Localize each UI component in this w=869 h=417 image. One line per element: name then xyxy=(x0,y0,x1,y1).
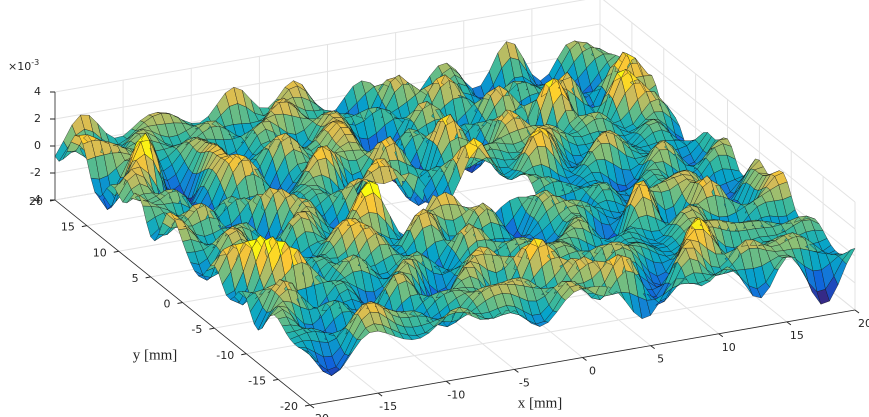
x-tick xyxy=(854,309,860,314)
grid-line xyxy=(602,0,856,203)
x-tick-label: 15 xyxy=(790,329,804,342)
grid-line xyxy=(278,283,824,380)
y-tick-label: 20 xyxy=(29,195,43,208)
x-tick-label: -20 xyxy=(311,412,329,417)
x-tick-label: 20 xyxy=(858,317,869,330)
y-tick xyxy=(81,225,87,228)
surface-patch xyxy=(842,248,856,265)
y-tick xyxy=(209,327,215,330)
x-tick-label: -5 xyxy=(519,376,530,389)
y-tick-label: 10 xyxy=(93,246,107,259)
y-axis-label: y [mm] xyxy=(133,347,178,363)
y-tick-label: 0 xyxy=(164,298,171,311)
x-tick xyxy=(786,321,792,326)
y-tick xyxy=(177,302,183,304)
x-tick xyxy=(718,333,724,338)
x-tick-label: -10 xyxy=(447,388,465,401)
y-tick-label: -15 xyxy=(248,374,266,387)
y-tick-label: -10 xyxy=(216,349,234,362)
grid-line xyxy=(54,23,601,120)
z-multiplier-exponent: -3 xyxy=(31,58,39,67)
z-multiplier: ×10-3 xyxy=(8,58,39,74)
z-tick-label: 4 xyxy=(34,85,41,98)
surface xyxy=(54,40,856,376)
z-tick-label: 0 xyxy=(34,139,41,152)
x-tick xyxy=(445,380,451,385)
y-tick-label: 15 xyxy=(61,221,75,234)
x-tick-label: 5 xyxy=(657,353,664,366)
x-tick xyxy=(650,345,655,350)
y-tick xyxy=(273,378,279,381)
z-tick-label: 2 xyxy=(34,112,41,125)
y-tick-label: -5 xyxy=(191,323,202,336)
y-tick xyxy=(145,276,151,279)
x-tick-label: -15 xyxy=(379,400,397,413)
axes: -20-15-10-505101520-20-15-10-505101520-4… xyxy=(29,85,869,417)
grid-line xyxy=(54,0,586,93)
x-tick xyxy=(309,404,315,409)
x-tick xyxy=(514,368,519,373)
x-tick-label: 10 xyxy=(722,341,736,354)
z-tick-label: -2 xyxy=(30,166,41,179)
y-tick xyxy=(241,353,247,356)
z-multiplier-base: ×10 xyxy=(8,60,31,73)
y-tick xyxy=(304,404,311,407)
y-tick xyxy=(113,250,119,253)
y-tick-label: -20 xyxy=(280,400,298,413)
x-axis-label: x [mm] xyxy=(518,395,563,411)
y-tick-label: 5 xyxy=(132,272,139,285)
x-tick xyxy=(582,357,587,361)
grid-line xyxy=(599,23,856,230)
x-tick-label: 0 xyxy=(589,365,596,378)
x-tick xyxy=(377,392,383,397)
z-tick-label: -4 xyxy=(30,193,41,206)
